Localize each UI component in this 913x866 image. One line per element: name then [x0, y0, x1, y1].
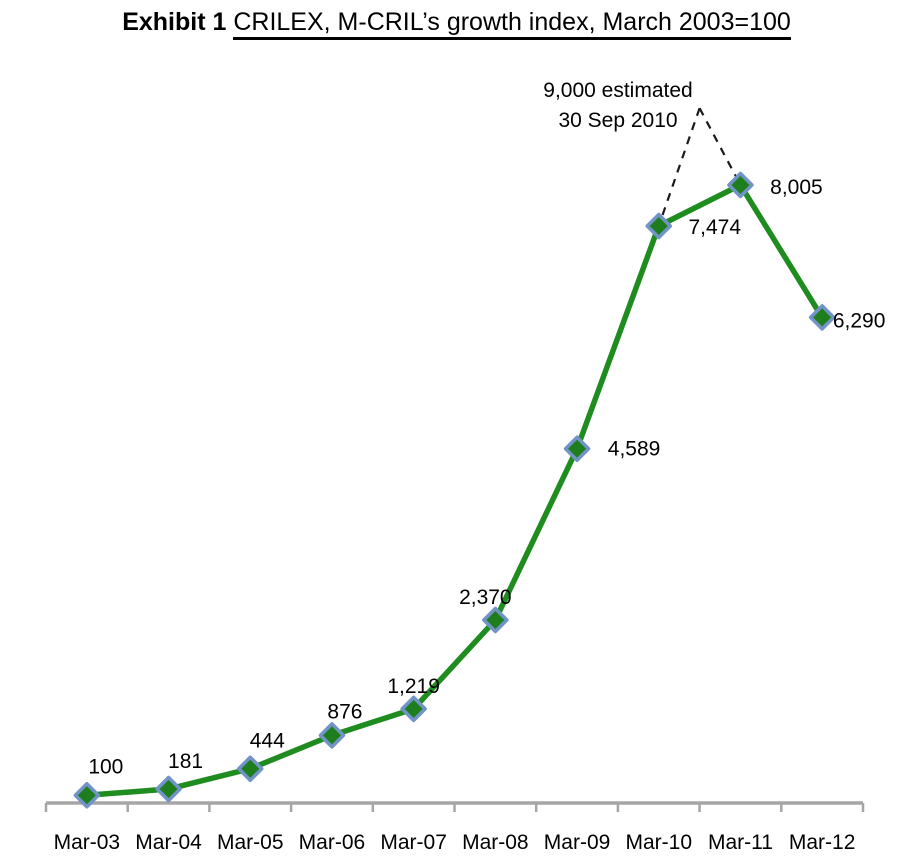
data-point-marker-mar-10: [645, 212, 672, 240]
x-axis-label-mar-11: Mar-11: [708, 831, 773, 854]
x-axis-label-mar-06: Mar-06: [299, 831, 366, 854]
x-axis-label-mar-03: Mar-03: [54, 831, 121, 854]
series-line: [84, 182, 825, 799]
x-axis-label-mar-05: Mar-05: [217, 831, 284, 854]
x-axis-label-mar-10: Mar-10: [625, 831, 692, 854]
x-axis-label-mar-09: Mar-09: [544, 831, 611, 854]
data-label-mar-11: 8,005: [770, 176, 823, 199]
data-label-mar-04: 181: [168, 750, 203, 773]
data-label-mar-09: 4,589: [608, 438, 661, 461]
chart-title: Exhibit 1 CRILEX, M-CRIL’s growth index,…: [0, 8, 913, 40]
data-point-marker-mar-09: [563, 435, 591, 462]
x-axis-label-mar-04: Mar-04: [135, 831, 202, 854]
data-point-marker-mar-07: [400, 695, 427, 723]
data-point-marker-mar-08: [482, 606, 509, 634]
x-axis-label-mar-12: Mar-12: [789, 831, 856, 854]
data-label-mar-03: 100: [88, 755, 123, 778]
data-point-marker-mar-06: [318, 722, 346, 749]
data-label-mar-05: 444: [250, 730, 285, 753]
exhibit-label: Exhibit 1: [122, 8, 227, 36]
data-label-mar-08: 2,370: [459, 586, 512, 609]
data-label-mar-06: 876: [327, 700, 362, 723]
data-label-mar-12: 6,290: [833, 309, 886, 332]
data-point-marker-mar-12: [808, 304, 836, 331]
data-point-marker-mar-04: [155, 775, 182, 803]
x-axis-label-mar-08: Mar-08: [462, 831, 529, 854]
annotation-text-line2: 30 Sep 2010: [558, 109, 677, 132]
annotation-dashed-connector-1: [657, 107, 701, 227]
data-point-marker-mar-11: [727, 171, 754, 199]
data-label-mar-10: 7,474: [688, 216, 741, 239]
title-text: CRILEX, M-CRIL’s growth index, March 200…: [233, 8, 791, 40]
data-point-marker-mar-05: [237, 755, 264, 782]
data-point-marker-mar-03: [73, 782, 101, 809]
data-label-mar-07: 1,219: [387, 675, 440, 698]
annotation-text-line1: 9,000 estimated: [543, 79, 692, 102]
annotation-dashed-connector-2: [698, 107, 742, 186]
x-axis-label-mar-07: Mar-07: [380, 831, 447, 854]
